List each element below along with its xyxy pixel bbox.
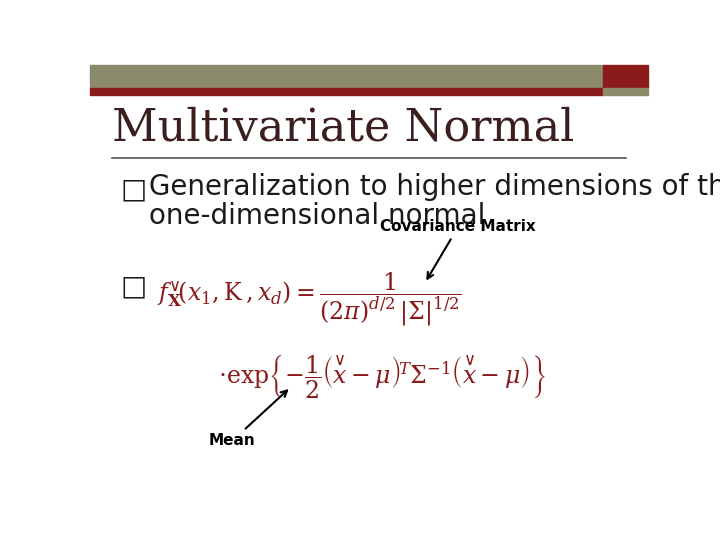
Text: Multivariate Normal: Multivariate Normal — [112, 106, 575, 150]
Bar — [90, 65, 603, 87]
Text: $f_{\mathbf{X}}^{\vee}\!\left(x_1,\mathrm{K}\,,x_d\right)=\dfrac{1}{(2\pi)^{d/2}: $f_{\mathbf{X}}^{\vee}\!\left(x_1,\mathr… — [157, 271, 462, 328]
Text: $\cdot\exp\!\left\{-\dfrac{1}{2}\left(\overset{\vee}{x}-\mu\right)^{\!T}\Sigma^{: $\cdot\exp\!\left\{-\dfrac{1}{2}\left(\o… — [218, 354, 546, 401]
Text: one-dimensional normal: one-dimensional normal — [148, 202, 485, 230]
Text: Covariance Matrix: Covariance Matrix — [380, 219, 536, 279]
Text: Generalization to higher dimensions of the: Generalization to higher dimensions of t… — [148, 173, 720, 201]
Bar — [90, 87, 603, 95]
Text: □: □ — [121, 273, 147, 301]
Bar — [603, 65, 648, 87]
Text: Mean: Mean — [209, 390, 287, 448]
Text: □: □ — [121, 175, 147, 203]
Bar — [603, 87, 648, 95]
